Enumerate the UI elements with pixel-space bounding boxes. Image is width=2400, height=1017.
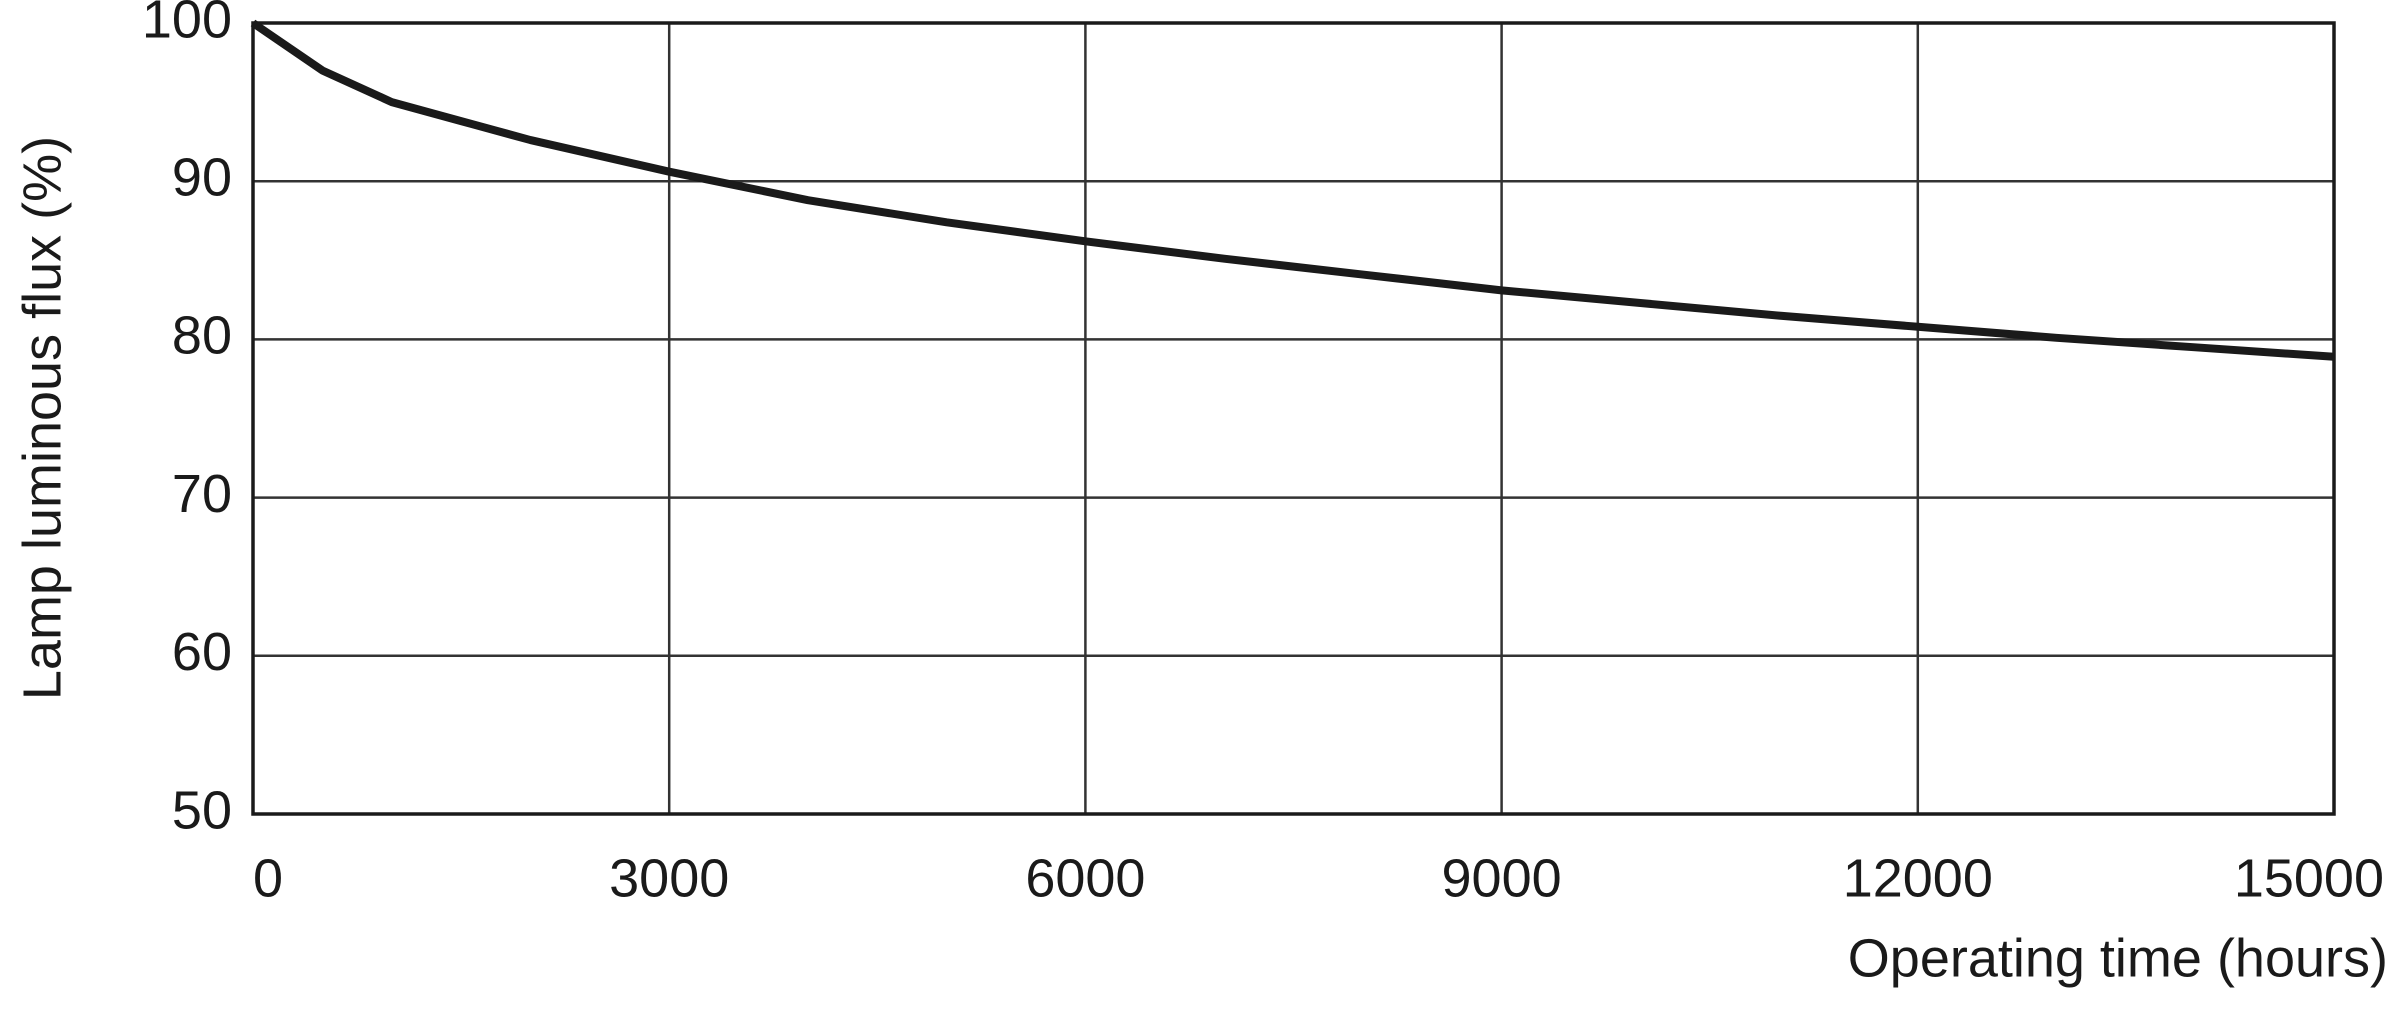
line: [250, 19, 2335, 361]
y-tick-label: 90: [172, 147, 232, 207]
x-tick-label: 6000: [1025, 848, 1145, 908]
x-tick-label: 15000: [2234, 848, 2384, 908]
y-tick-label: 50: [172, 780, 232, 840]
x-tick-label: 0: [253, 848, 283, 908]
plot-frame: [251, 21, 2336, 816]
y-tick-label: 70: [172, 464, 232, 524]
y-tick-label: 80: [172, 306, 232, 366]
x-tick-label: 12000: [1843, 848, 1993, 908]
y-tick-label: 100: [142, 0, 232, 49]
y-tick-label: 60: [172, 622, 232, 682]
x-tick-label: 9000: [1442, 848, 1562, 908]
x-tick-label: 3000: [609, 848, 729, 908]
x-axis-label: Operating time (hours): [1848, 928, 2388, 988]
y-axis-label: Lamp luminous flux (%): [12, 136, 72, 700]
